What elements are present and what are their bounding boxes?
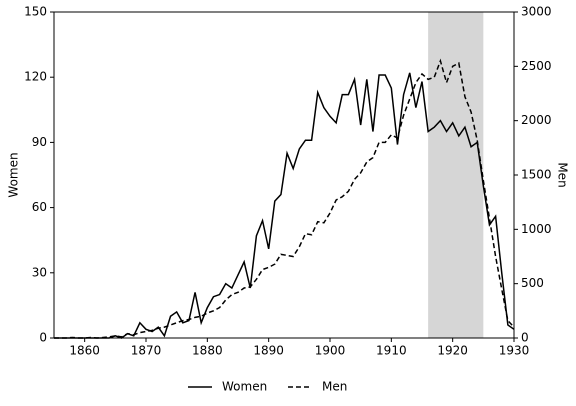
shaded-span (428, 12, 484, 338)
y2-tick-label: 2500 (521, 59, 552, 73)
x-tick-label: 1880 (192, 344, 223, 358)
x-tick-label: 1930 (499, 344, 530, 358)
y-tick-label: 0 (39, 331, 47, 345)
y-tick-label: 60 (32, 200, 47, 214)
x-tick-label: 1920 (437, 344, 468, 358)
line-series (54, 72, 515, 339)
legend-label: Women (222, 380, 267, 394)
y-tick-label: 120 (24, 70, 47, 84)
y-tick-label: 30 (32, 265, 47, 279)
legend-label: Men (322, 380, 347, 394)
y2-tick-label: 500 (521, 276, 544, 290)
y2-tick-label: 2000 (521, 113, 552, 127)
x-tick-label: 1860 (69, 344, 100, 358)
line-series (54, 58, 515, 339)
y-axis-label: Women (7, 152, 21, 197)
y2-tick-label: 3000 (521, 5, 552, 19)
y-tick-label: 150 (24, 5, 47, 19)
x-tick-label: 1890 (253, 344, 284, 358)
x-tick-label: 1910 (376, 344, 407, 358)
plot-frame (53, 11, 515, 339)
y2-tick-label: 1500 (521, 168, 552, 182)
y2-tick-label: 1000 (521, 222, 552, 236)
y-tick-label: 90 (32, 135, 47, 149)
x-tick-label: 1900 (315, 344, 346, 358)
y2-axis-label: Men (556, 162, 570, 187)
y2-tick-label: 0 (521, 331, 529, 345)
x-tick-label: 1870 (131, 344, 162, 358)
